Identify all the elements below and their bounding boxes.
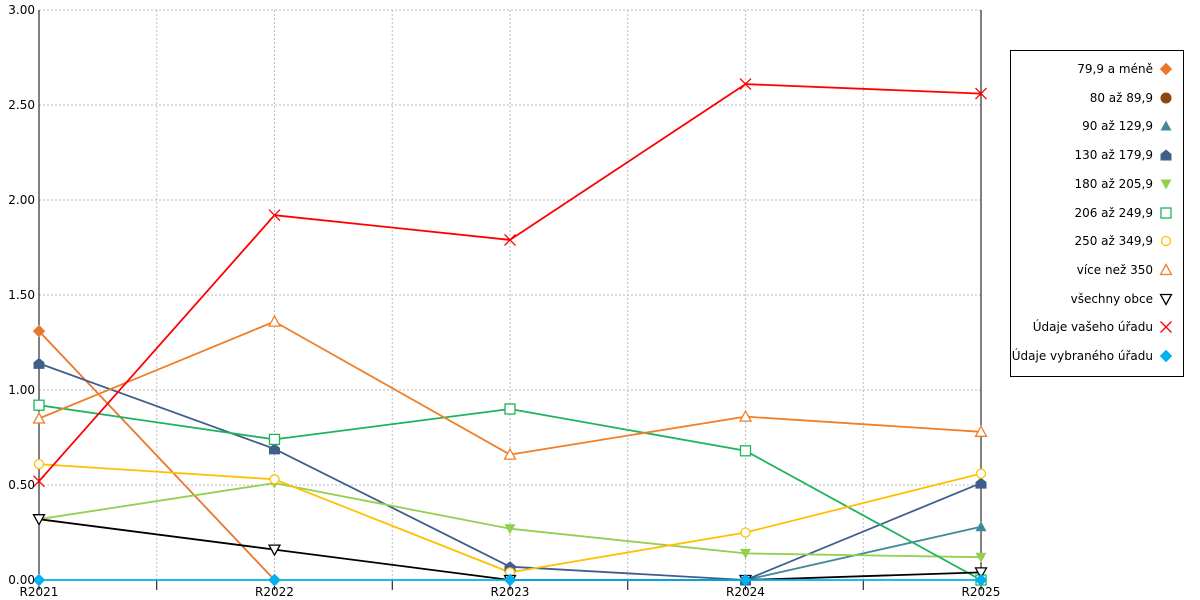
data-point-s9-R2022: [267, 544, 282, 557]
y-tick-label: 0.00: [8, 573, 35, 587]
legend-item: 80 až 89,9: [1090, 88, 1173, 108]
data-point-s9-R2025: [974, 567, 988, 580]
data-point-s8-R2024: [738, 409, 753, 422]
gridlines: [39, 9, 982, 580]
y-tick-label: 1.00: [8, 383, 35, 397]
data-point-s4-R2022: [269, 443, 280, 455]
legend-item: 90 až 129,9: [1082, 116, 1173, 136]
legend-item: 206 až 249,9: [1074, 203, 1173, 223]
x-tick-label: R2024: [726, 585, 765, 599]
legend-label: Údaje vašeho úřadu: [1032, 320, 1153, 335]
data-point-s3-R2025: [975, 521, 987, 532]
legend-item: 130 až 179,9: [1074, 145, 1173, 165]
data-point-s11-R2023: [503, 573, 517, 587]
x-tick-label: R2022: [255, 585, 294, 599]
data-point-s4-R2021: [33, 357, 45, 369]
legend-label: všechny obce: [1070, 291, 1153, 306]
data-point-s11-R2024: [739, 573, 752, 587]
data-point-s6-R2022: [268, 433, 281, 446]
data-point-s10-R2023: [504, 233, 516, 246]
legend-label: Údaje vybraného úřadu: [1011, 349, 1153, 363]
data-point-s6-R2023: [504, 403, 516, 415]
data-point-s10-R2025: [975, 87, 987, 100]
data-point-s9-R2021: [32, 514, 46, 527]
legend-label: 90 až 129,9: [1082, 119, 1153, 134]
legend-marker-icon: [1160, 321, 1172, 334]
legend-label: 130 až 179,9: [1074, 148, 1153, 163]
data-point-s7-R2024: [740, 527, 751, 538]
data-point-s11-R2025: [974, 573, 988, 587]
data-point-s6-R2024: [739, 445, 752, 457]
data-point-s5-R2023: [504, 524, 516, 535]
y-tick-label: 1.50: [8, 288, 35, 302]
data-point-s8-R2025: [974, 424, 988, 437]
data-point-s6-R2021: [33, 399, 45, 411]
legend-marker-icon: [1160, 149, 1172, 161]
x-tick-label: R2025: [962, 585, 1001, 599]
x-tick-label: R2021: [20, 585, 59, 599]
legend-marker-icon: [1159, 349, 1173, 363]
y-tick-label: 0.50: [8, 478, 35, 492]
data-point-s10-R2021: [33, 475, 45, 488]
series-markers: [32, 78, 988, 587]
data-point-s10-R2024: [739, 78, 752, 91]
y-tick-label: 3.00: [8, 3, 35, 17]
legend-item: všechny obce: [1071, 289, 1173, 309]
legend-label: 250 až 349,9: [1074, 234, 1153, 249]
legend-label: více než 350: [1076, 262, 1153, 277]
legend-item: Údaje vybraného úřadu: [1012, 346, 1173, 366]
data-point-s8-R2022: [267, 314, 282, 327]
legend-item: více než 350: [1077, 260, 1173, 280]
data-point-s7-R2025: [975, 468, 987, 479]
legend-item: 79,9 a méně: [1077, 59, 1173, 79]
legend-label: 206 až 249,9: [1074, 205, 1153, 220]
data-point-s5-R2025: [975, 552, 987, 563]
y-tick-label: 2.50: [8, 98, 35, 112]
x-tick-label: R2023: [491, 585, 530, 599]
legend-marker-icon: [1159, 293, 1173, 306]
y-tick-label: 2.00: [8, 193, 35, 207]
data-point-s7-R2021: [33, 458, 45, 470]
legend-item: 250 až 349,9: [1074, 231, 1173, 251]
legend-marker-icon: [1159, 263, 1173, 276]
legend-marker-icon: [1160, 120, 1172, 131]
legend-item: Údaje vašeho úřadu: [1033, 317, 1173, 337]
legend-marker-icon: [1160, 206, 1172, 219]
data-point-s8-R2023: [503, 447, 517, 460]
series-line-3: [745, 525, 982, 581]
data-point-s11-R2021: [32, 573, 46, 587]
data-point-s11-R2022: [268, 573, 281, 587]
legend-label: 180 až 205,9: [1074, 176, 1153, 191]
tick-labels: 0.00 0.50 1.00 1.50 2.00 2.50 3.00 R2021 R2022 R2…: [8, 3, 1000, 599]
legend-label: 79,9 a méně: [1077, 62, 1153, 76]
legend-marker-icon: [1160, 236, 1172, 247]
legend-label: 80 až 89,9: [1089, 90, 1153, 105]
data-point-s4-R2025: [975, 477, 987, 489]
legend-marker-icon: [1160, 179, 1172, 190]
legend-marker-icon: [1160, 92, 1172, 104]
data-point-s10-R2022: [268, 209, 281, 222]
legend-marker-icon: [1159, 62, 1173, 76]
data-point-s7-R2022: [269, 474, 280, 485]
data-point-s1-R2021: [32, 324, 46, 338]
series-line-1: [38, 330, 276, 581]
legend: 79,9 a méně 80 až 89,9 90 až 129,9 130 až 1…: [1010, 50, 1184, 377]
legend-item: 180 až 205,9: [1074, 174, 1173, 194]
data-point-s5-R2024: [740, 548, 751, 559]
data-point-s8-R2021: [32, 411, 46, 424]
